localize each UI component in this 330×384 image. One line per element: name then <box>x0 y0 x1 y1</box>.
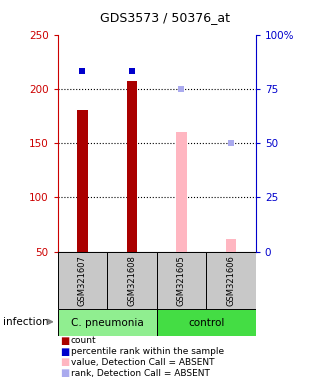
Text: ■: ■ <box>60 358 69 367</box>
Text: count: count <box>71 336 97 346</box>
Bar <box>225 238 236 252</box>
Text: ■: ■ <box>60 347 69 357</box>
Text: percentile rank within the sample: percentile rank within the sample <box>71 347 224 356</box>
Bar <box>107 252 157 309</box>
Bar <box>157 309 256 336</box>
Text: control: control <box>188 318 224 328</box>
Bar <box>58 309 157 336</box>
Bar <box>126 81 137 252</box>
Bar <box>176 132 187 252</box>
Text: C. pneumonia: C. pneumonia <box>71 318 144 328</box>
Text: GSM321607: GSM321607 <box>78 255 87 306</box>
Text: rank, Detection Call = ABSENT: rank, Detection Call = ABSENT <box>71 369 210 378</box>
Bar <box>77 111 88 252</box>
Text: value, Detection Call = ABSENT: value, Detection Call = ABSENT <box>71 358 214 367</box>
Text: GSM321608: GSM321608 <box>127 255 137 306</box>
Text: GSM321605: GSM321605 <box>177 255 186 306</box>
Text: GSM321606: GSM321606 <box>226 255 236 306</box>
Text: GDS3573 / 50376_at: GDS3573 / 50376_at <box>100 12 230 25</box>
Text: infection: infection <box>3 317 49 327</box>
Bar <box>157 252 206 309</box>
Text: ■: ■ <box>60 368 69 378</box>
Bar <box>58 252 107 309</box>
Bar <box>206 252 256 309</box>
Text: ■: ■ <box>60 336 69 346</box>
